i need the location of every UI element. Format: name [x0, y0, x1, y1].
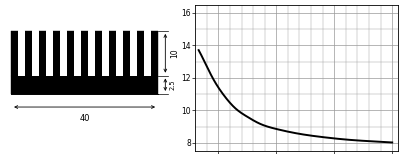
Polygon shape: [18, 31, 25, 76]
Polygon shape: [67, 31, 74, 76]
Text: 40: 40: [79, 114, 90, 123]
Polygon shape: [32, 31, 39, 76]
Polygon shape: [102, 31, 109, 76]
Polygon shape: [95, 31, 102, 76]
Polygon shape: [39, 31, 46, 76]
Polygon shape: [81, 31, 88, 76]
Polygon shape: [137, 31, 144, 76]
Text: 2.5: 2.5: [170, 79, 176, 90]
Polygon shape: [60, 31, 67, 76]
Polygon shape: [109, 31, 116, 76]
Polygon shape: [74, 31, 81, 76]
Polygon shape: [123, 31, 130, 76]
Polygon shape: [11, 76, 158, 94]
Polygon shape: [25, 31, 32, 76]
Polygon shape: [88, 31, 95, 76]
Polygon shape: [151, 31, 158, 76]
Polygon shape: [130, 31, 137, 76]
Polygon shape: [144, 31, 151, 76]
Polygon shape: [46, 31, 53, 76]
Text: 10: 10: [170, 49, 179, 58]
Polygon shape: [53, 31, 60, 76]
Polygon shape: [11, 31, 18, 76]
Polygon shape: [116, 31, 123, 76]
